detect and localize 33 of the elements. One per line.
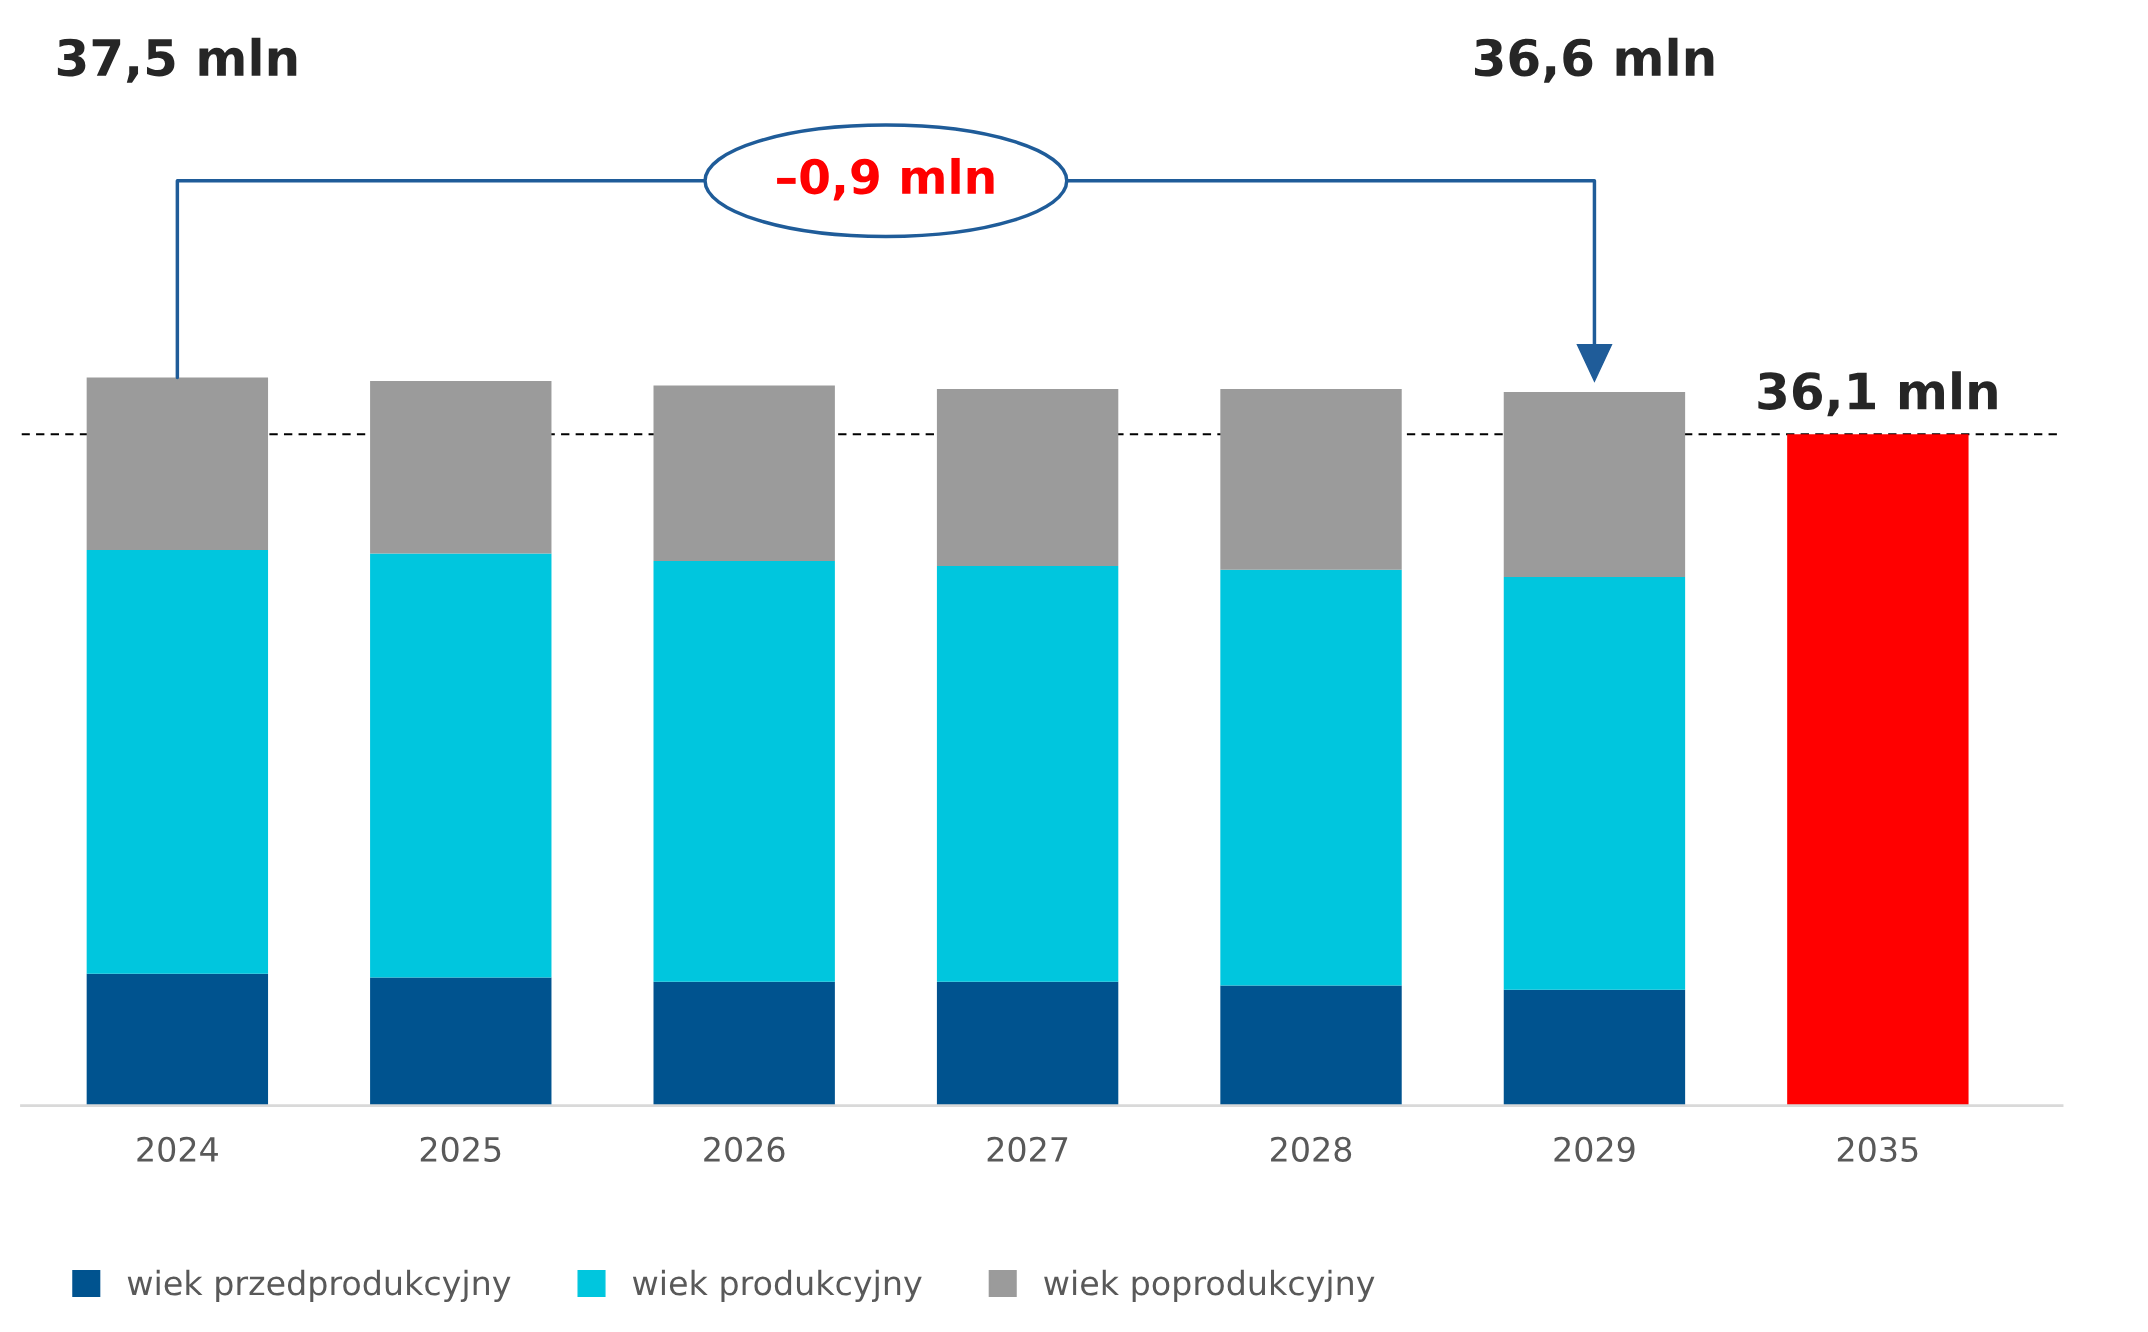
bar [653,981,835,1106]
bar [1503,989,1686,1106]
x-tick-label: 2027 [987,1136,1068,1162]
annotation: 36,1 mln [1758,371,1997,417]
x-tick-label: 2028 [1271,1136,1352,1162]
text: 37,5 mln [57,37,297,83]
x-tick-label: 2026 [704,1136,785,1162]
bar [86,973,269,1106]
bar [1503,576,1686,990]
x-tick-label: 2025 [420,1136,501,1162]
x-tick-label: 2024 [137,1136,218,1162]
bar [1220,985,1402,1106]
bar [1503,391,1686,577]
text: –0,9 mln [777,157,994,201]
legend-label: wiek produkcyjny [632,1269,922,1302]
x-tick-label: 2035 [1837,1136,1918,1162]
legend-label: wiek przedprodukcyjny [127,1269,511,1302]
text: 36,6 mln [1474,37,1714,83]
bar [86,377,269,550]
bar [936,389,1119,566]
bar [653,560,835,982]
bar [370,977,552,1106]
bar [1220,389,1402,570]
legend-label: wiek poprodukcyjny [1044,1269,1375,1302]
bar [370,381,552,554]
bar [936,981,1119,1106]
bar [370,553,552,978]
bar [936,565,1119,982]
bar [653,385,835,561]
bar [86,549,269,974]
x-tick-label: 2029 [1554,1136,1635,1162]
bar [1787,434,1969,1106]
bar [1220,569,1402,986]
